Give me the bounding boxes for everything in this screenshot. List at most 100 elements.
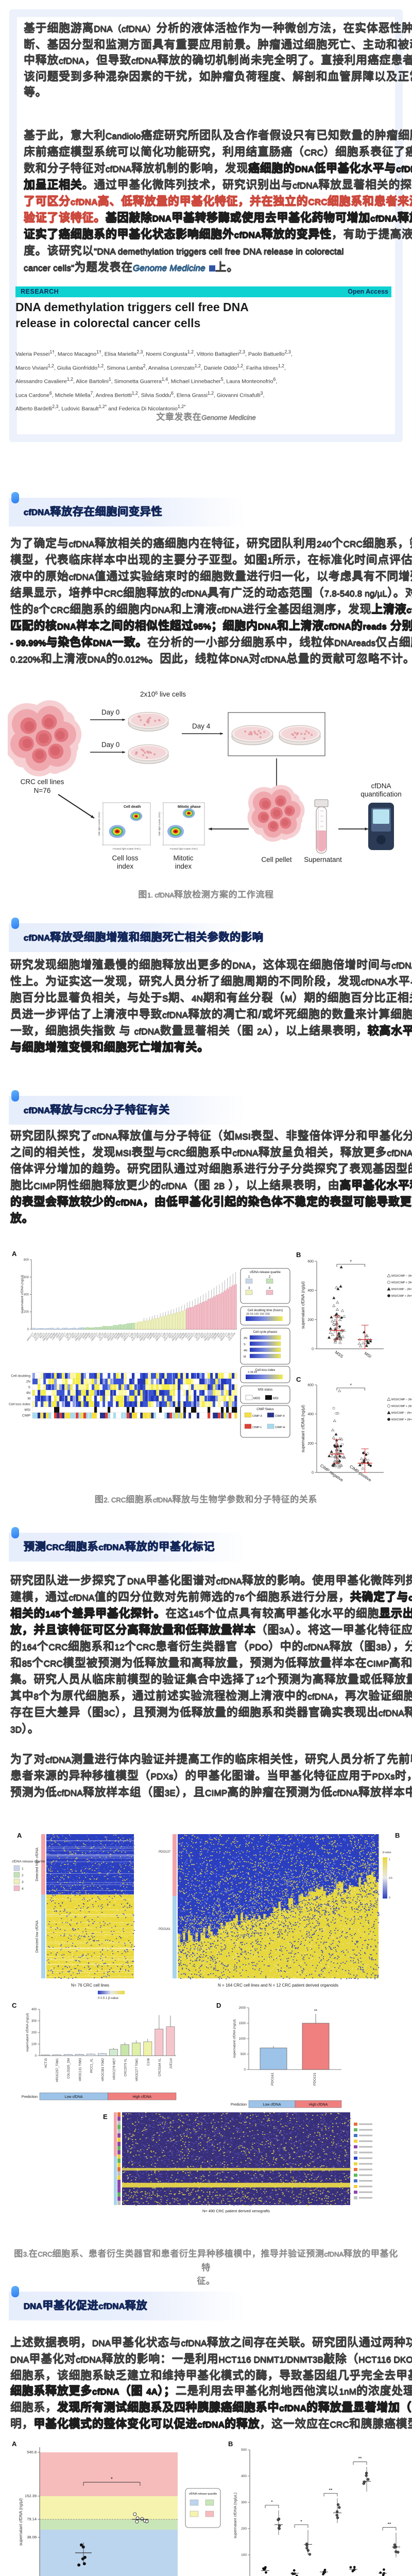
svg-text:1: 1 bbox=[389, 1858, 390, 1861]
svg-text:IRCC1_XL: IRCC1_XL bbox=[90, 2058, 93, 2073]
svg-text:100: 100 bbox=[31, 2043, 37, 2046]
svg-text:MSI/CIMP + (N=6): MSI/CIMP + (N=6) bbox=[391, 1418, 412, 1421]
svg-text:PDO131: PDO131 bbox=[313, 2073, 317, 2086]
svg-text:Cell cycle phases: Cell cycle phases bbox=[253, 1331, 278, 1334]
svg-text:cfDNA release quartile: cfDNA release quartile bbox=[12, 1860, 45, 1863]
svg-text:High cfDNA: High cfDNA bbox=[133, 2095, 152, 2099]
svg-text:PDO161: PDO161 bbox=[271, 2073, 274, 2086]
svg-text:COLO320_DM: COLO320_DM bbox=[67, 2058, 71, 2079]
svg-text:B: B bbox=[395, 1832, 400, 1839]
svg-text:400: 400 bbox=[307, 1413, 314, 1416]
svg-text:0 0.5 1 β-value: 0 0.5 1 β-value bbox=[98, 1997, 118, 2000]
svg-text:CIMP-L: CIMP-L bbox=[252, 1426, 262, 1429]
svg-text:*: * bbox=[350, 1383, 352, 1388]
svg-text:B: B bbox=[228, 2440, 233, 2448]
svg-text:High cfDNA: High cfDNA bbox=[309, 2103, 328, 2107]
svg-text:MSS/CIMP + (N=18): MSS/CIMP + (N=18) bbox=[391, 1405, 412, 1408]
svg-text:300: 300 bbox=[241, 2501, 247, 2504]
svg-text:79.14: 79.14 bbox=[27, 2517, 37, 2521]
svg-text:Detected low cfDNA: Detected low cfDNA bbox=[36, 1920, 39, 1953]
svg-text:C106: C106 bbox=[193, 1332, 199, 1337]
svg-text:Cell loss: Cell loss bbox=[112, 854, 138, 862]
svg-text:C: C bbox=[296, 1376, 301, 1383]
svg-text:CRC cell lines: CRC cell lines bbox=[21, 778, 64, 786]
svg-text:600: 600 bbox=[24, 1276, 29, 1279]
svg-text:HDC9: HDC9 bbox=[184, 1332, 190, 1338]
svg-text:4N: 4N bbox=[244, 1349, 247, 1352]
svg-text:1: 1 bbox=[22, 1867, 24, 1871]
svg-text:HROC277 T0M1: HROC277 T0M1 bbox=[136, 2058, 139, 2081]
svg-text:HDC9: HDC9 bbox=[88, 1332, 93, 1338]
svg-text:quantification: quantification bbox=[360, 790, 402, 798]
svg-text:1500: 1500 bbox=[239, 2022, 246, 2025]
svg-text:cfDNA release quartile: cfDNA release quartile bbox=[250, 1271, 281, 1274]
svg-text:Side light scatter (SSC): Side light scatter (SSC) bbox=[158, 811, 161, 836]
svg-text:400: 400 bbox=[24, 1294, 29, 1297]
svg-text:400: 400 bbox=[31, 2008, 37, 2011]
svg-text:CIMP-4: CIMP-4 bbox=[275, 1415, 285, 1418]
svg-text:400: 400 bbox=[307, 1289, 314, 1293]
svg-text:MSS: MSS bbox=[253, 1397, 260, 1400]
svg-text:CIMP: CIMP bbox=[22, 1414, 30, 1418]
svg-text:0: 0 bbox=[244, 2069, 246, 2072]
svg-text:*: * bbox=[300, 2519, 302, 2524]
svg-text:600: 600 bbox=[307, 1260, 314, 1264]
svg-text:CRC2079 XL: CRC2079 XL bbox=[125, 2058, 128, 2076]
svg-text:HROC383 T0M2: HROC383 T0M2 bbox=[102, 2058, 105, 2081]
svg-text:200: 200 bbox=[24, 1311, 29, 1314]
svg-text:Cell doubling: Cell doubling bbox=[11, 1375, 30, 1378]
svg-text:E: E bbox=[103, 2113, 108, 2121]
svg-text:Cell loss index: Cell loss index bbox=[9, 1403, 31, 1406]
svg-text:HROC131 T0M3: HROC131 T0M3 bbox=[79, 2058, 82, 2081]
svg-text:HDC9: HDC9 bbox=[217, 1332, 222, 1338]
svg-text:M: M bbox=[244, 1355, 246, 1359]
svg-text:C106: C106 bbox=[96, 1332, 102, 1337]
svg-text:CIMP-3: CIMP-3 bbox=[252, 1415, 262, 1418]
svg-text:**: ** bbox=[314, 2009, 317, 2013]
svg-text:200: 200 bbox=[307, 1442, 314, 1446]
svg-text:Cell loss index: Cell loss index bbox=[255, 1369, 276, 1372]
svg-text:β-value: β-value bbox=[383, 1851, 391, 1854]
svg-text:S: S bbox=[28, 1386, 31, 1389]
svg-text:1: 1 bbox=[248, 1276, 250, 1279]
svg-text:N= 490 CRC patient derived xen: N= 490 CRC patient derived xenografts bbox=[202, 2209, 270, 2213]
svg-text:200: 200 bbox=[241, 2527, 247, 2531]
svg-text:Prediction: Prediction bbox=[22, 2095, 38, 2099]
svg-text:MSI/CIMP − (N=10): MSI/CIMP − (N=10) bbox=[391, 1412, 412, 1415]
svg-text:MSS/CIMP + (N=18): MSS/CIMP + (N=18) bbox=[391, 1281, 412, 1284]
svg-text:200: 200 bbox=[31, 2031, 37, 2035]
svg-text:0: 0 bbox=[312, 1348, 314, 1351]
svg-text:0: 0 bbox=[389, 1896, 390, 1900]
svg-text:100: 100 bbox=[241, 2553, 247, 2557]
svg-text:supernatant cfDNA (ng/µL): supernatant cfDNA (ng/µL) bbox=[233, 2493, 237, 2538]
svg-text:JVE114: JVE114 bbox=[170, 2058, 173, 2069]
svg-text:2N: 2N bbox=[244, 1337, 247, 1340]
svg-text:400: 400 bbox=[241, 2475, 247, 2478]
svg-text:3: 3 bbox=[248, 1287, 250, 1290]
svg-text:Mitotic phase: Mitotic phase bbox=[178, 805, 201, 809]
svg-text:C: C bbox=[12, 2002, 17, 2009]
svg-text:800: 800 bbox=[24, 1259, 29, 1262]
svg-text:A: A bbox=[17, 1832, 22, 1839]
svg-text:C106: C106 bbox=[129, 1332, 134, 1337]
svg-text:C106: C106 bbox=[161, 1332, 166, 1337]
svg-text:2x106 live cells: 2x106 live cells bbox=[140, 690, 186, 698]
svg-text:PDO137: PDO137 bbox=[159, 1851, 171, 1854]
svg-text:0: 0 bbox=[35, 2055, 37, 2058]
svg-text:**: ** bbox=[329, 2487, 333, 2493]
svg-text:Cell doubling time (hours): Cell doubling time (hours) bbox=[248, 1309, 283, 1312]
svg-text:HROC257_T0M1: HROC257_T0M1 bbox=[56, 2058, 59, 2082]
svg-text:N= 76 CRC cell lines: N= 76 CRC cell lines bbox=[71, 1983, 109, 1988]
svg-text:supernatant cfDNA (ng/µl): supernatant cfDNA (ng/µl) bbox=[21, 1275, 24, 1314]
svg-text:540.8: 540.8 bbox=[27, 2450, 37, 2454]
svg-text:supernatant cfDNA (ng/µl): supernatant cfDNA (ng/µl) bbox=[301, 1405, 305, 1453]
svg-text:Detected high cfDNA: Detected high cfDNA bbox=[36, 1848, 39, 1882]
svg-text:4 38 83: 4 38 83 bbox=[248, 1371, 257, 1374]
svg-text:0: 0 bbox=[312, 1471, 314, 1475]
svg-text:152.39: 152.39 bbox=[25, 2494, 37, 2498]
svg-text:500: 500 bbox=[241, 2448, 247, 2452]
svg-text:500: 500 bbox=[241, 2053, 246, 2056]
svg-text:0: 0 bbox=[27, 1328, 29, 1331]
svg-text:A: A bbox=[12, 1250, 17, 1258]
svg-text:supernatant cfDNA (ng/µl): supernatant cfDNA (ng/µl) bbox=[301, 1281, 305, 1329]
